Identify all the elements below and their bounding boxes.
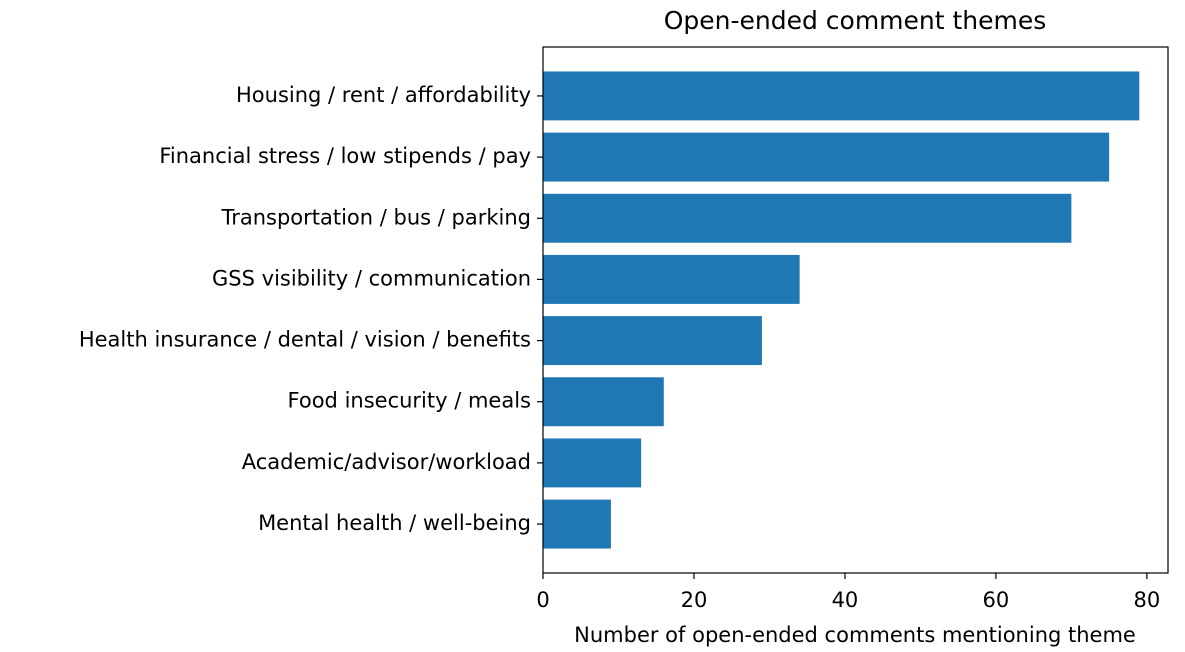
chart-title: Open-ended comment themes <box>664 6 1047 35</box>
plot-frame <box>542 46 1169 574</box>
y-tick-label: GSS visibility / communication <box>212 266 531 290</box>
x-tick-label: 40 <box>832 588 859 612</box>
y-tick-label: Housing / rent / affordability <box>236 83 531 107</box>
x-tick-label: 80 <box>1133 588 1160 612</box>
y-tick-label: Food insecurity / meals <box>288 389 531 413</box>
bar <box>543 71 1140 121</box>
bar <box>543 254 800 304</box>
bar <box>543 316 762 366</box>
y-tick-label: Health insurance / dental / vision / ben… <box>79 328 531 352</box>
y-tick-label: Financial stress / low stipends / pay <box>159 144 531 168</box>
bar <box>543 438 642 488</box>
y-tick-label: Mental health / well-being <box>258 511 531 535</box>
y-tick-label: Transportation / bus / parking <box>220 205 531 229</box>
bar <box>543 377 664 427</box>
x-tick-label: 20 <box>681 588 708 612</box>
x-tick-label: 60 <box>983 588 1010 612</box>
y-tick-label: Academic/advisor/workload <box>242 450 531 474</box>
x-axis-label: Number of open-ended comments mentioning… <box>574 623 1136 647</box>
bar <box>543 499 611 549</box>
bar <box>543 193 1072 243</box>
x-tick-label: 0 <box>536 588 549 612</box>
bar <box>543 132 1110 182</box>
